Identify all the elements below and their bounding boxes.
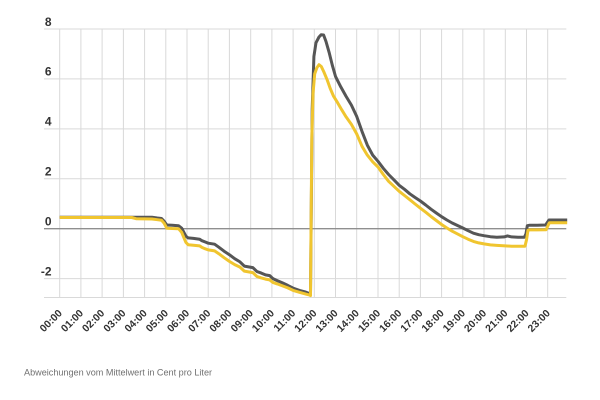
svg-text:-2: -2 xyxy=(41,264,52,278)
svg-text:4: 4 xyxy=(45,115,52,129)
svg-text:6: 6 xyxy=(45,65,52,79)
svg-text:8: 8 xyxy=(45,15,52,29)
svg-text:2: 2 xyxy=(45,165,52,179)
svg-text:0: 0 xyxy=(45,215,52,229)
svg-text:Abweichungen vom Mittelwert in: Abweichungen vom Mittelwert in Cent pro … xyxy=(24,368,212,378)
